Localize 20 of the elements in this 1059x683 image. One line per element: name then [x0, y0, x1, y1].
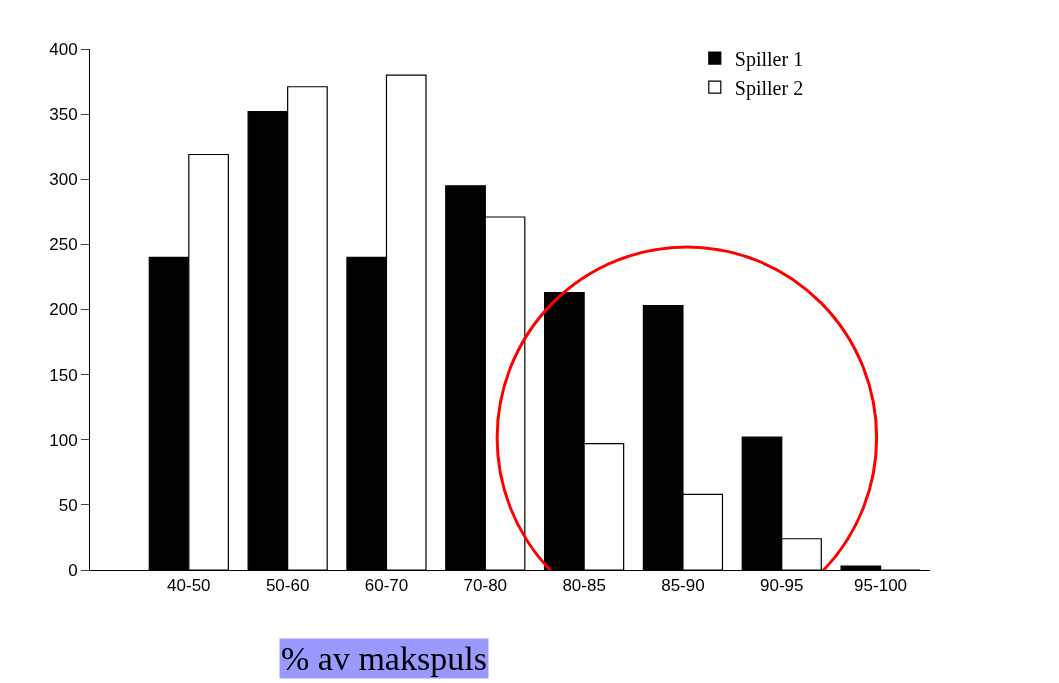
y-tick-label: 400 [49, 39, 78, 59]
y-tick-label: 300 [49, 170, 78, 190]
legend-label: Spiller 2 [734, 76, 804, 100]
y-tick-label: 100 [49, 430, 78, 450]
x-tick-label: 40-50 [167, 576, 211, 596]
x-tick-label: 60-70 [364, 576, 409, 596]
x-axis-title: % av makspuls [281, 640, 487, 677]
x-tick-label: 85-90 [661, 576, 705, 596]
y-tick-label: 350 [49, 105, 78, 125]
y-tick-label: 0 [68, 560, 78, 580]
y-tick-label: 200 [49, 300, 78, 320]
legend-label: Spiller 1 [734, 47, 804, 71]
y-tick-label: 150 [49, 365, 78, 385]
x-tick-label: 70-80 [463, 576, 508, 596]
x-tick-label: 95-100 [854, 576, 908, 596]
x-tick-label: 90-95 [760, 576, 804, 596]
y-tick-label: 50 [58, 495, 78, 515]
y-tick-label: 250 [49, 235, 78, 255]
x-tick-label: 80-85 [562, 576, 606, 596]
x-tick-label: 50-60 [265, 576, 310, 596]
